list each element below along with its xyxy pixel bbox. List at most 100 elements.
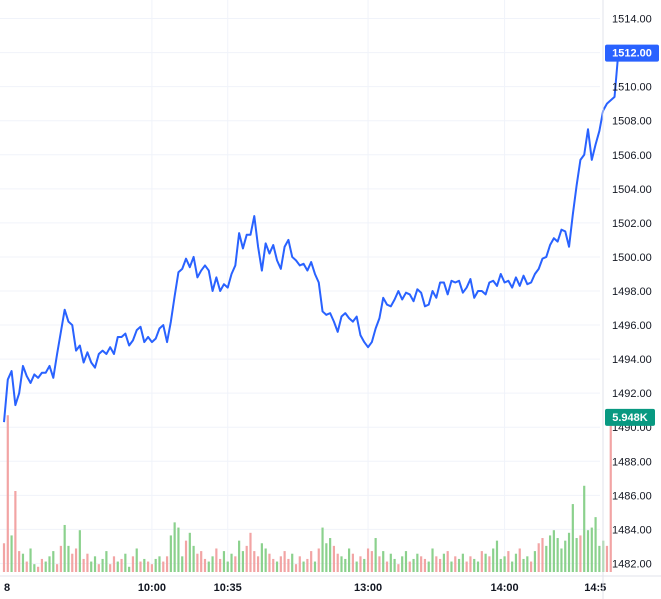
volume-bar	[238, 540, 241, 572]
volume-bar	[374, 538, 377, 572]
volume-bar	[291, 553, 294, 572]
volume-bar	[162, 561, 165, 572]
volume-bar	[147, 561, 150, 572]
volume-bar	[605, 545, 609, 572]
volume-bar	[442, 553, 445, 572]
volume-bar	[507, 551, 510, 572]
volume-bar	[344, 558, 347, 572]
volume-bar	[575, 538, 578, 572]
volume-bar	[86, 553, 89, 572]
value-badges: 1512.00 5.948K	[605, 44, 659, 426]
volume-bar	[499, 558, 502, 572]
volume-bar	[332, 545, 336, 572]
volume-bar	[143, 558, 146, 572]
volume-bar	[473, 558, 476, 572]
volume-bar	[439, 558, 442, 572]
volume-bar	[450, 561, 453, 572]
volume-bar	[82, 558, 85, 572]
volume-bar	[101, 558, 104, 572]
volume-bar	[268, 553, 271, 572]
volume-bar	[18, 551, 21, 572]
volume-bar	[321, 527, 324, 572]
volume-bar	[503, 556, 506, 572]
volume-bar	[93, 556, 97, 572]
volume-bar	[29, 548, 32, 572]
volume-bar	[564, 540, 567, 572]
volume-bar	[230, 553, 233, 572]
volume-bar	[537, 543, 540, 572]
volume-bar	[313, 561, 317, 572]
volume-bar	[401, 556, 404, 572]
volume-bar	[6, 415, 9, 572]
volume-bar	[306, 558, 309, 572]
volume-bar	[158, 556, 161, 572]
y-tick-label: 1504.00	[612, 184, 652, 196]
volume-bar	[173, 522, 176, 572]
volume-bar	[571, 504, 574, 572]
volume-bar	[215, 548, 218, 572]
volume-bar	[465, 561, 468, 572]
volume-bar	[10, 535, 13, 572]
volume-bar	[340, 556, 343, 572]
volume-bar	[583, 485, 586, 572]
volume-bar	[74, 548, 78, 572]
price-line-layer	[3, 52, 620, 423]
y-tick-label: 1508.00	[612, 116, 652, 128]
volume-bar	[393, 558, 396, 572]
volume-bar	[378, 556, 381, 572]
y-tick-label: 1484.00	[612, 524, 652, 536]
volume-bar	[109, 564, 112, 572]
volume-bar	[579, 535, 582, 572]
volume-bar	[63, 524, 66, 572]
y-tick-label: 1482.00	[612, 558, 652, 570]
volume-bar	[541, 538, 544, 572]
volume-bar	[124, 553, 127, 572]
volume-bar	[196, 553, 199, 572]
volume-bar	[256, 556, 260, 572]
volume-bar	[25, 561, 28, 572]
volume-bar	[310, 551, 313, 572]
y-tick-label: 1488.00	[612, 456, 652, 468]
last-price-label: 1512.00	[612, 48, 652, 60]
volume-bar	[359, 556, 362, 572]
volume-bar	[522, 558, 525, 572]
volume-bar	[21, 553, 25, 572]
volume-bar	[518, 548, 521, 572]
volume-bar	[192, 545, 195, 572]
y-tick-label: 1500.00	[612, 252, 652, 264]
volume-bar	[40, 558, 44, 572]
volume-bar	[14, 491, 17, 572]
y-tick-label: 1494.00	[612, 354, 652, 366]
y-tick-label: 1502.00	[612, 218, 652, 230]
volume-bar	[184, 540, 188, 572]
grid-lines	[0, 0, 600, 572]
volume-badge	[605, 408, 655, 426]
volume-bar	[116, 561, 119, 572]
volume-bar	[533, 551, 537, 572]
volume-bar	[275, 561, 279, 572]
volume-bar	[382, 551, 385, 572]
volume-bar	[454, 556, 457, 572]
volume-bar	[427, 561, 430, 572]
volume-bar	[52, 551, 55, 572]
volume-bar	[363, 558, 366, 572]
y-tick-label: 1510.00	[612, 82, 652, 94]
price-line	[3, 52, 620, 423]
volume-bar	[90, 561, 93, 572]
x-tick-label: 14:5	[584, 582, 606, 594]
y-tick-label: 1492.00	[612, 388, 652, 400]
volume-bar	[294, 564, 298, 572]
volume-bar	[560, 548, 563, 572]
volume-bar	[131, 556, 135, 572]
y-tick-label: 1486.00	[612, 490, 652, 502]
volume-bar	[272, 558, 275, 572]
volume-bar	[188, 532, 191, 572]
volume-bar	[128, 566, 131, 572]
volume-bar	[211, 556, 214, 572]
volume-bar	[492, 548, 495, 572]
volume-bar	[298, 556, 301, 572]
volume-bar	[366, 548, 370, 572]
volume-bar	[139, 561, 142, 572]
x-tick-label: 13:00	[354, 582, 382, 594]
